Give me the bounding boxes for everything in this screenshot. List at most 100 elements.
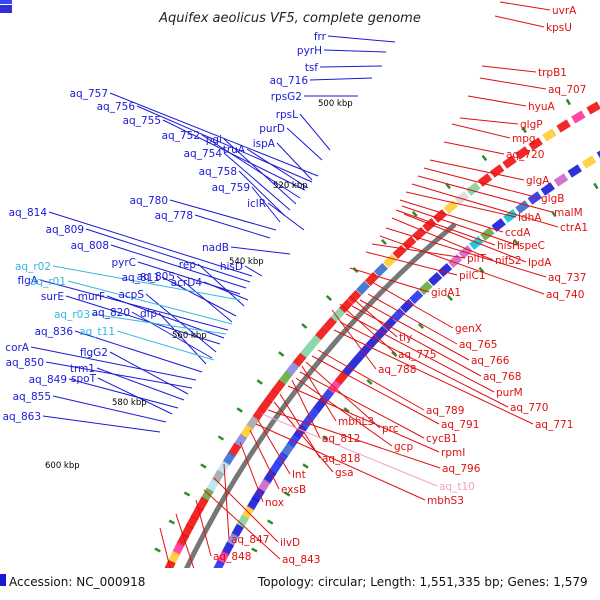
reverse-feature-block (432, 209, 448, 223)
reverse-feature-block (339, 298, 354, 314)
leader-line (195, 499, 212, 557)
inner-tick (343, 407, 350, 413)
leader-line (299, 371, 425, 439)
rna-gene-label: aq_r02 (15, 261, 51, 273)
forward-gene-label: flgA (18, 275, 39, 287)
forward-feature-block (293, 424, 307, 440)
reverse-feature-block (489, 164, 505, 178)
reverse-gene-label: hyuA (528, 101, 556, 113)
reverse-gene-label: aq_766 (471, 355, 510, 367)
forward-feature-block (428, 271, 443, 287)
leader-line (467, 95, 527, 107)
reverse-gene-label: ilvD (280, 537, 300, 549)
outer-tick (200, 463, 207, 469)
reverse-feature-block (330, 307, 345, 323)
outer-tick (256, 379, 263, 385)
forward-feature-block (280, 442, 295, 458)
reverse-gene-label: cycB1 (426, 433, 458, 445)
reverse-feature-block (292, 352, 307, 368)
forward-feature-block (409, 289, 424, 305)
forward-gene-label: aq_811 (122, 272, 160, 284)
inner-tick (513, 238, 519, 246)
forward-gene-label: aq_863 (3, 411, 41, 423)
forward-gene-label: aq_850 (6, 357, 44, 369)
leader-line (30, 346, 197, 381)
reverse-gene-label: aq_775 (398, 349, 436, 361)
forward-gene-label: aq_756 (97, 101, 136, 113)
reverse-gene-label: ccdA (505, 227, 531, 239)
forward-feature-block (567, 164, 582, 178)
backbone-arc (169, 222, 457, 600)
forward-feature-block (515, 200, 530, 214)
leader-line (194, 214, 271, 239)
leader-line (333, 329, 534, 425)
reverse-gene-label: ldhA (518, 212, 542, 224)
reverse-gene-label: hisH (497, 240, 520, 252)
leader-line (244, 265, 263, 277)
leader-line (405, 191, 517, 218)
reverse-gene-label: aq_737 (548, 272, 586, 284)
outer-tick (481, 154, 488, 162)
reverse-gene-label: aq_720 (506, 149, 544, 161)
reverse-gene-label: pilC1 (459, 270, 486, 282)
forward-feature-block (320, 388, 334, 404)
leader-line (136, 105, 313, 183)
outer-tick (521, 126, 527, 134)
reverse-gene-label: gcp (394, 441, 413, 453)
leader-line (257, 419, 291, 475)
inner-tick (417, 322, 425, 330)
reverse-gene-label: aq_765 (459, 339, 497, 351)
forward-gene-label: pgi (206, 134, 222, 146)
leader-line (417, 175, 553, 213)
leader-line (345, 313, 495, 393)
leader-line (42, 415, 161, 433)
inner-tick (302, 463, 309, 469)
forward-gene-label: purD (259, 123, 285, 135)
reverse-feature-block (245, 415, 260, 431)
leader-line (255, 423, 426, 501)
reverse-feature-block (556, 119, 571, 133)
leader-line (371, 243, 466, 259)
kbp-marker-label: 540 kbp (229, 257, 264, 267)
leader-line (145, 293, 217, 353)
forward-gene-label: aq_814 (9, 207, 48, 219)
leader-line (65, 295, 221, 345)
forward-feature-block (0, 5, 12, 13)
forward-gene-label: aq_716 (270, 75, 309, 87)
leader-line (349, 267, 430, 293)
inner-tick (266, 519, 274, 525)
kbp-marker-label: 580 kbp (112, 398, 147, 408)
rna-gene-label: aq_t11 (79, 326, 115, 338)
leader-line (201, 134, 301, 199)
leader-line (161, 276, 237, 317)
leader-line (401, 205, 518, 246)
reverse-gene-label: gidA1 (431, 287, 461, 299)
leader-line (411, 183, 559, 228)
forward-gene-label: rpsG2 (271, 91, 302, 103)
leader-line (96, 367, 185, 401)
leader-line (176, 275, 233, 323)
forward-gene-label: frr (314, 31, 327, 43)
leader-line (459, 117, 519, 125)
leader-line (246, 148, 309, 189)
reverse-feature-block (515, 146, 530, 160)
outer-tick (236, 407, 243, 413)
outer-tick (565, 98, 571, 106)
reverse-feature-block (443, 200, 458, 214)
leader-line (203, 489, 281, 560)
kbp-scale: 500 kbp 520 kbp 540 kbp 560 kbp 580 kbp 600 k… (45, 99, 353, 471)
leader-line (351, 305, 482, 377)
forward-gene-label: aq_758 (199, 166, 237, 178)
forward-gene-label: spoT (71, 373, 97, 385)
leader-line (311, 355, 440, 425)
reverse-gene-label: mpg (512, 133, 536, 145)
forward-feature-block (418, 280, 433, 296)
leader-line (429, 159, 525, 181)
forward-gene-label: truA (223, 144, 246, 156)
reverse-gene-label: aq_771 (535, 419, 573, 431)
forward-gene-label: trm1 (70, 363, 95, 375)
leader-line (249, 429, 280, 490)
leader-line (137, 261, 241, 295)
